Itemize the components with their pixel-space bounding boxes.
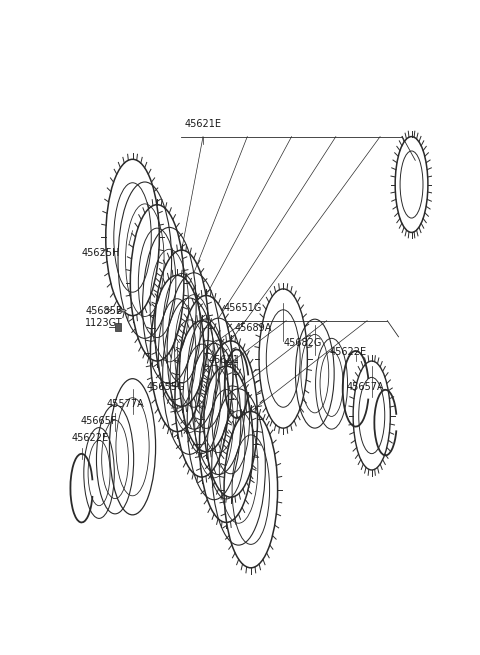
Text: 45657A: 45657A <box>346 383 384 392</box>
Text: 45622E: 45622E <box>330 347 367 357</box>
Text: 45689A: 45689A <box>235 324 272 333</box>
Bar <box>115 323 121 331</box>
Text: 45665F: 45665F <box>81 415 117 426</box>
Text: 45621E: 45621E <box>185 119 222 129</box>
Text: 45621: 45621 <box>208 354 239 365</box>
Text: 45577A: 45577A <box>106 399 144 409</box>
Text: 45655G: 45655G <box>147 383 185 392</box>
Text: 45685B: 45685B <box>85 306 123 316</box>
Text: 45625H: 45625H <box>82 248 120 257</box>
Text: 45651G: 45651G <box>223 303 262 313</box>
Polygon shape <box>120 309 126 312</box>
Text: 45682G: 45682G <box>284 339 322 348</box>
Text: 45622E: 45622E <box>72 433 109 443</box>
Text: 1123GT: 1123GT <box>85 318 123 328</box>
